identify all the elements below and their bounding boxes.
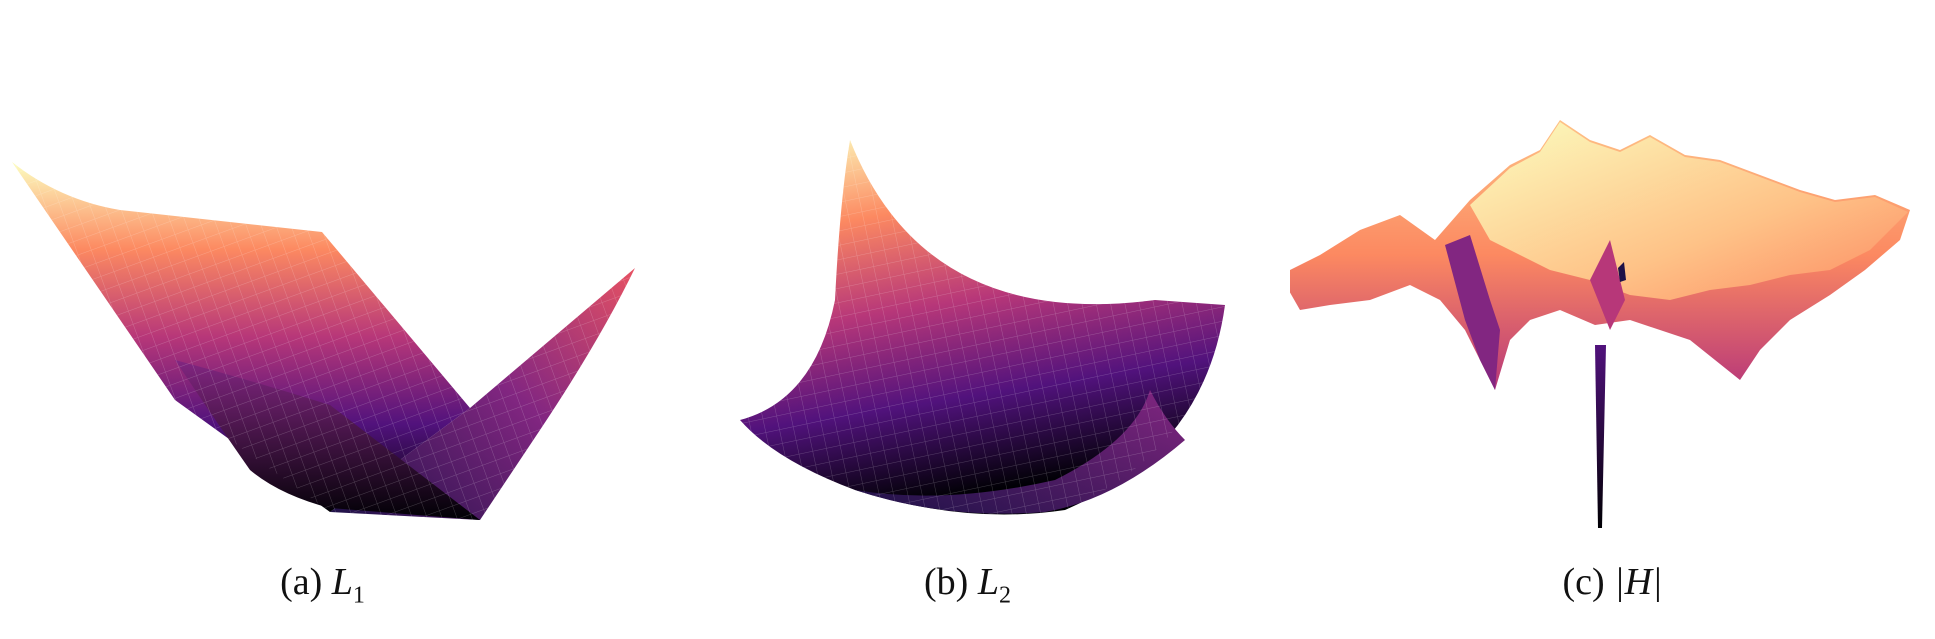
surface-peaks [1470,122,1908,300]
panel-a: (a) L1 [0,0,645,639]
surface-plot-abs-h [1290,120,1910,528]
panel-c: (c) |H| [1290,0,1935,639]
caption-c: (c) |H| [1562,561,1663,603]
surface-plot-l1 [12,162,635,520]
caption-a: (a) L1 [280,561,365,609]
surface-spike [1595,345,1606,528]
panel-b: (b) L2 [645,0,1290,639]
surface-plot-l2 [740,140,1225,515]
surface-ridge-shadow [1445,235,1500,390]
caption-b: (b) L2 [924,561,1011,609]
surface-ridge-shadow-2 [1590,240,1625,330]
